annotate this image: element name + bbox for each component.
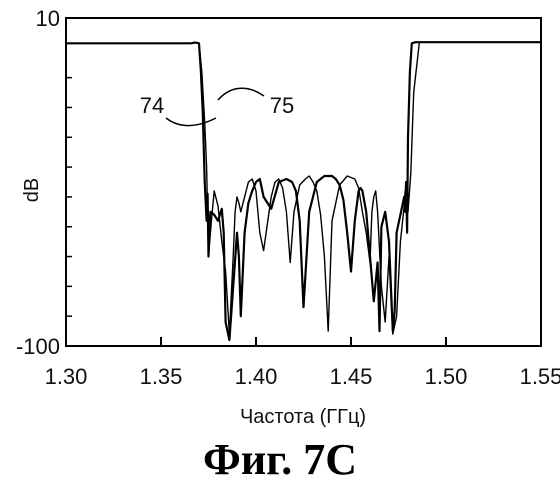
series-group [66, 42, 541, 340]
callout-label-75: 75 [270, 93, 294, 118]
callout-label-74: 74 [140, 93, 164, 118]
x-tick-label: 1.35 [140, 364, 183, 389]
y-tick-label: -100 [16, 334, 60, 359]
figure-caption: Фиг. 7С [0, 434, 560, 485]
x-tick-label: 1.30 [45, 364, 88, 389]
y-axis-title: dB [21, 178, 43, 202]
x-tick-label: 1.45 [330, 364, 373, 389]
tick-group: 1.30 1.35 1.40 1.45 1.50 1.55 10 -100 [16, 6, 560, 389]
series-line-1 [66, 42, 541, 340]
x-tick-label: 1.50 [425, 364, 468, 389]
callout-leader-74 [166, 118, 216, 126]
callout-leader-75 [218, 88, 264, 100]
x-tick-label: 1.55 [520, 364, 560, 389]
plot-area: 1.30 1.35 1.40 1.45 1.50 1.55 10 -100 74 75 [16, 6, 560, 389]
y-tick-label: 10 [36, 6, 60, 31]
x-axis-title: Частота (ГГц) [240, 406, 366, 428]
annotation-group: 74 75 [140, 88, 294, 125]
x-tick-label: 1.40 [235, 364, 278, 389]
